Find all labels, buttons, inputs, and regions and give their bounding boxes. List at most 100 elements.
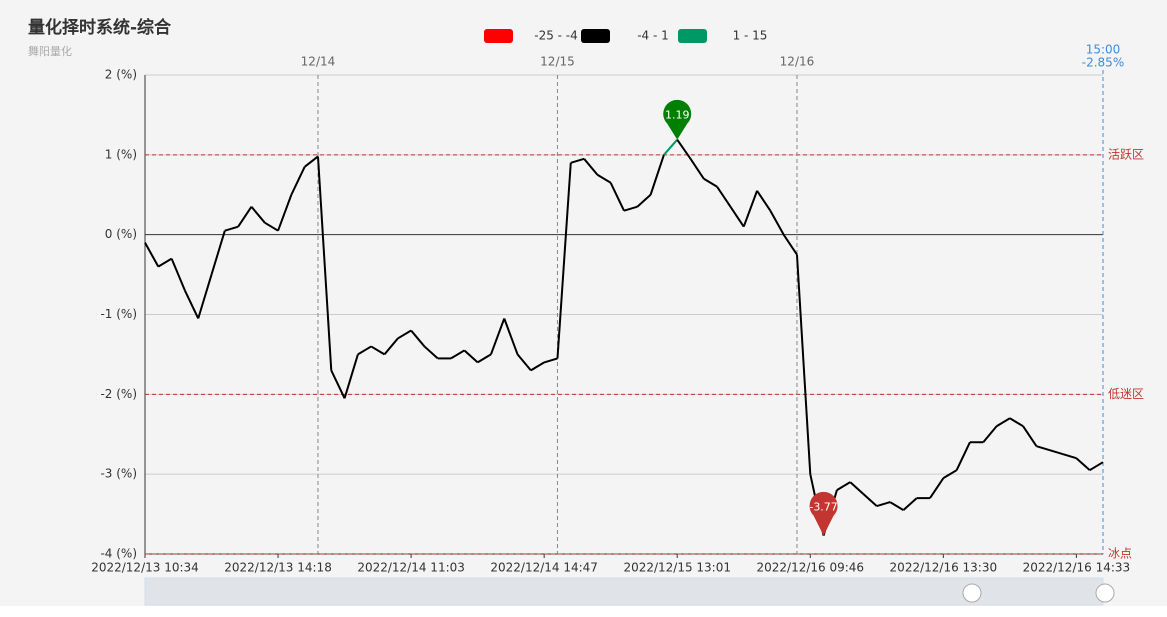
y-tick-label: -4 (%) xyxy=(100,547,137,561)
line-segment xyxy=(1036,445,1051,452)
line-segment xyxy=(609,182,625,212)
line-segment xyxy=(583,158,599,176)
y-tick-label: -1 (%) xyxy=(100,307,137,321)
line-segment xyxy=(1075,457,1091,471)
line-segment xyxy=(357,345,372,356)
x-tick-label: 2022/12/14 11:03 xyxy=(357,561,465,575)
line-segment xyxy=(982,425,998,443)
data-zoom[interactable] xyxy=(144,577,1115,606)
y-tick-label: -2 (%) xyxy=(100,387,137,401)
line-segment xyxy=(184,290,200,319)
day-label: 12/15 xyxy=(540,55,575,69)
line-segment xyxy=(795,254,812,475)
line-segment xyxy=(290,166,306,196)
zoom-track xyxy=(144,577,1104,606)
day-label: 12/16 xyxy=(780,55,815,69)
line-segment xyxy=(623,205,638,212)
line-segment xyxy=(210,230,226,275)
line-segment xyxy=(516,353,532,372)
line-segment xyxy=(530,361,545,372)
mark-point xyxy=(809,491,838,536)
line-segment xyxy=(862,493,878,507)
x-tick-label: 2022/12/14 14:47 xyxy=(490,561,598,575)
line-segment xyxy=(716,186,732,208)
line-segment xyxy=(756,190,772,212)
line-segment xyxy=(556,162,572,359)
line-segment xyxy=(144,242,160,268)
x-tick-label: 2022/12/16 09:46 xyxy=(756,561,864,575)
line-segment xyxy=(170,258,186,291)
y-tick-label: -3 (%) xyxy=(100,467,137,481)
line-segment xyxy=(316,156,333,371)
line-segment xyxy=(224,225,239,232)
y-tick-label: 1 (%) xyxy=(105,147,137,161)
line-segment xyxy=(1022,425,1038,447)
line-segment xyxy=(197,274,213,319)
zoom-handle[interactable] xyxy=(1095,583,1115,603)
line-segment xyxy=(304,155,319,168)
line-segment xyxy=(543,357,558,364)
line-segment xyxy=(490,318,506,355)
line-segment xyxy=(742,190,758,228)
line-segment xyxy=(955,441,971,471)
line-segment xyxy=(264,221,279,232)
line-segment xyxy=(1009,417,1024,428)
mark-line-label: 冰点 xyxy=(1108,547,1132,561)
line-segment xyxy=(237,206,253,228)
line-segment xyxy=(836,481,851,491)
line-segment xyxy=(889,501,904,511)
line-segment xyxy=(1049,449,1064,456)
y-tick-label: 0 (%) xyxy=(105,227,137,241)
legend-swatch xyxy=(678,29,707,43)
line-segment xyxy=(157,257,173,268)
line-segment xyxy=(996,417,1011,428)
y-tick-label: 2 (%) xyxy=(105,68,137,82)
line-segment xyxy=(663,139,678,156)
line-segment xyxy=(769,210,785,236)
legend-swatch xyxy=(581,29,610,43)
x-tick-label: 2022/12/16 13:30 xyxy=(890,561,998,575)
line-segment xyxy=(596,173,612,184)
line-segment xyxy=(477,353,492,364)
line-segment xyxy=(370,345,386,356)
chart-subtitle: 舞阳量化 xyxy=(28,44,72,58)
line-segment xyxy=(729,206,745,228)
line-segment xyxy=(782,234,798,256)
mark-line-label: 低迷区 xyxy=(1108,387,1144,401)
mark-point xyxy=(663,99,692,140)
line-segment xyxy=(1089,461,1104,472)
line-segment xyxy=(463,349,479,364)
line-segment xyxy=(676,139,692,160)
line-segment xyxy=(636,194,652,208)
line-segment xyxy=(343,354,359,399)
mark-point-label: 1.19 xyxy=(665,109,690,122)
x-tick-label: 2022/12/15 13:01 xyxy=(623,561,731,575)
x-tick-label: 2022/12/13 10:34 xyxy=(91,561,199,575)
end-value: -2.85% xyxy=(1082,56,1124,70)
legend-swatch xyxy=(484,29,513,43)
zoom-handle[interactable] xyxy=(962,583,982,603)
day-label: 12/14 xyxy=(301,55,336,69)
line-segment xyxy=(942,469,958,480)
line-segment xyxy=(1062,453,1077,460)
line-segment xyxy=(570,157,585,164)
line-segment xyxy=(277,194,293,232)
line-segment xyxy=(450,349,465,360)
x-tick-label: 2022/12/16 14:33 xyxy=(1023,561,1131,575)
end-time: 15:00 xyxy=(1086,43,1121,57)
line-segment xyxy=(929,477,945,499)
line-segment xyxy=(383,337,399,356)
line-segment xyxy=(849,481,865,495)
line-segment xyxy=(503,318,519,355)
legend-label: -4 - 1 xyxy=(637,29,669,43)
line-segment xyxy=(876,501,891,508)
line-segment xyxy=(423,345,439,360)
mark-point-label: -3.77 xyxy=(809,501,837,514)
legend-label: 1 - 15 xyxy=(733,29,768,43)
line-segment xyxy=(250,206,266,224)
line-segment xyxy=(397,329,412,340)
line-segment xyxy=(330,369,346,399)
line-segment xyxy=(689,158,705,180)
line-segment xyxy=(649,154,665,196)
